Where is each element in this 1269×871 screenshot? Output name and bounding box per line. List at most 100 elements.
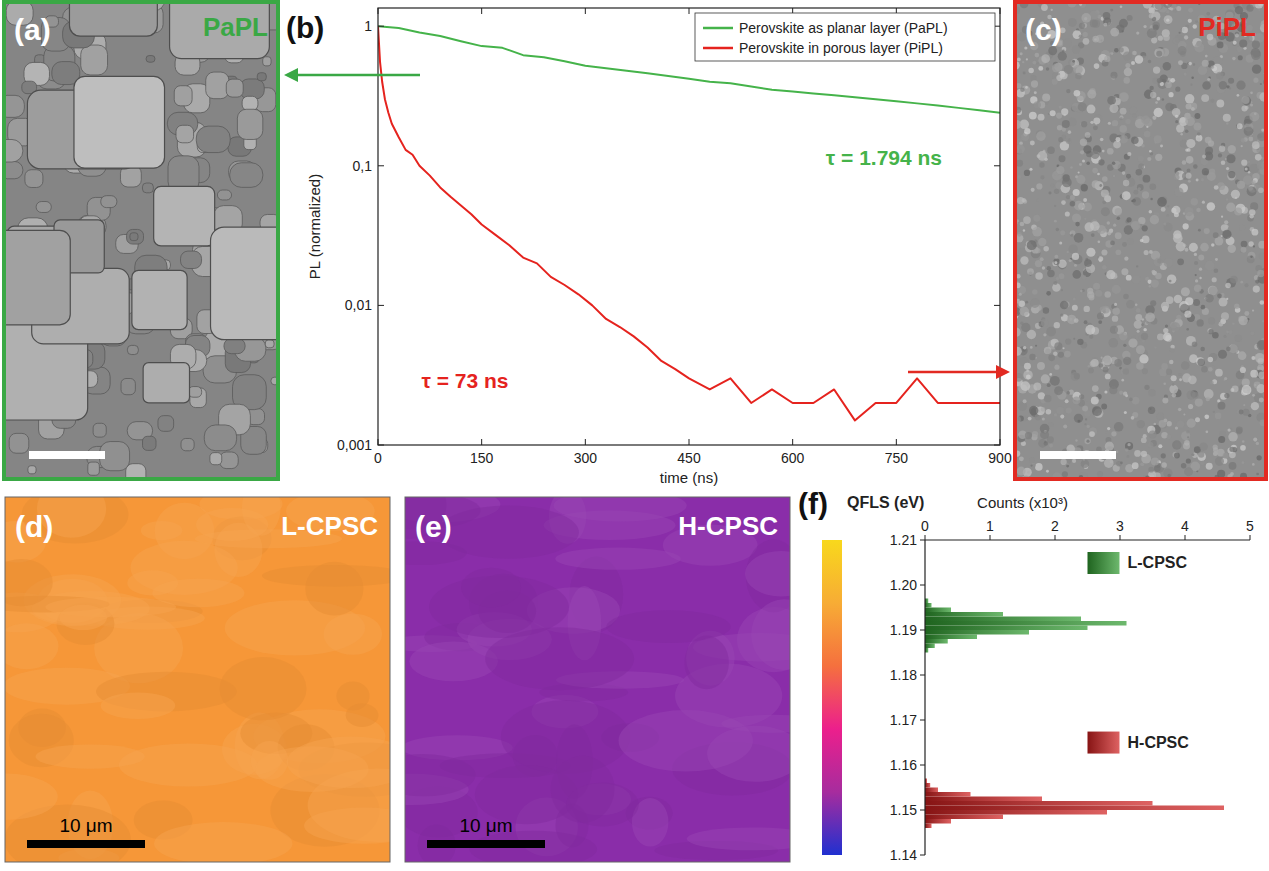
sem-grain — [1217, 42, 1224, 49]
sem-grain — [1081, 13, 1091, 23]
sem-grain — [1178, 408, 1182, 412]
sem-grain — [1094, 63, 1100, 69]
sem-grain — [1192, 392, 1199, 399]
sem-grain — [1082, 406, 1088, 412]
scale-bar — [1040, 451, 1116, 459]
legend-swatch — [703, 27, 733, 30]
sem-grain — [1049, 373, 1052, 376]
sem-grain — [1091, 233, 1095, 237]
sem-grain — [1153, 66, 1160, 73]
sem-grain — [1066, 138, 1072, 144]
sem-grain — [1194, 261, 1198, 265]
sem-grain — [1095, 290, 1102, 297]
sem-grain — [1185, 148, 1188, 151]
sem-grain — [1166, 18, 1169, 21]
sem-grain — [211, 227, 278, 340]
sem-grain — [1204, 228, 1210, 234]
y-axis-title: QFLS (eV) — [847, 494, 924, 511]
sem-grain — [1215, 413, 1222, 420]
sem-grain — [1208, 286, 1218, 296]
scale-bar — [27, 840, 145, 848]
sem-grain — [1074, 414, 1083, 423]
sem-grain — [1121, 368, 1128, 375]
sem-grain — [1173, 234, 1183, 244]
sem-grain — [1131, 137, 1138, 144]
sem-grain — [1110, 9, 1113, 12]
sem-grain — [1181, 287, 1190, 296]
sem-grain — [1090, 121, 1093, 124]
sem-grain — [1054, 255, 1058, 259]
sem-grain — [1044, 395, 1052, 403]
hist-bar — [925, 819, 951, 824]
sem-grain — [1044, 441, 1049, 446]
sem-grain — [1050, 110, 1056, 116]
sem-grain — [1201, 94, 1209, 102]
sem-grain — [1032, 227, 1042, 237]
sem-grain — [1065, 338, 1071, 344]
arrow-head — [996, 365, 1010, 379]
sem-grain — [1141, 116, 1150, 125]
sem-grain — [1241, 105, 1247, 111]
sem-grain — [1253, 78, 1258, 83]
sem-grain — [1063, 39, 1072, 48]
sem-grain — [1102, 176, 1108, 182]
sem-grain — [1188, 8, 1193, 13]
sem-grain — [1251, 229, 1258, 236]
sem-grain — [1254, 384, 1256, 386]
scale-bar-label: 10 μm — [459, 815, 512, 836]
sem-grain — [1205, 137, 1212, 144]
sem-grain — [1236, 81, 1245, 90]
sem-grain — [1081, 121, 1087, 127]
sem-grain — [1252, 463, 1255, 466]
sem-grain — [1241, 160, 1247, 166]
sem-grain — [1127, 443, 1130, 446]
sem-grain — [1084, 259, 1092, 267]
sem-grain — [1199, 442, 1207, 450]
sem-grain — [1228, 432, 1238, 442]
sem-grain — [1048, 113, 1050, 115]
sem-grain — [1147, 157, 1151, 161]
plot-frame — [378, 8, 1000, 445]
sem-grain — [1151, 279, 1159, 287]
sem-grain — [1046, 327, 1056, 337]
sem-grain — [1111, 72, 1118, 79]
sem-grain — [1151, 270, 1155, 274]
sem-grain — [1257, 162, 1265, 170]
y-tick-label: 1.18 — [890, 667, 917, 683]
sem-grain — [1149, 86, 1153, 90]
sem-grain — [1075, 222, 1080, 227]
sem-grain — [1174, 212, 1179, 217]
sem-grain — [1062, 178, 1072, 188]
sem-grain — [1240, 445, 1246, 451]
sem-grain — [1097, 173, 1100, 176]
x-tick-label: 1 — [986, 518, 994, 534]
sem-grain — [1148, 467, 1154, 473]
sem-grain — [9, 433, 29, 453]
sem-grain — [1142, 318, 1144, 320]
sem-grain — [1166, 10, 1169, 13]
sem-grain — [1053, 351, 1058, 356]
sem-grain — [1196, 137, 1200, 141]
sem-grain — [1112, 161, 1121, 170]
sem-grain — [210, 453, 222, 465]
sem-grain — [1029, 168, 1032, 171]
sem-grain — [1042, 266, 1045, 269]
sem-grain — [1070, 232, 1072, 234]
sem-grain — [1224, 377, 1227, 380]
sem-grain — [1205, 261, 1215, 271]
sem-grain — [1220, 235, 1222, 237]
sem-grain — [1188, 62, 1192, 66]
sem-grain — [1099, 363, 1103, 367]
hist-bar — [925, 603, 932, 608]
sem-grain — [1149, 430, 1157, 438]
sem-grain — [1075, 439, 1077, 441]
y-tick-label: 1.20 — [890, 577, 917, 593]
sem-grain — [1173, 38, 1180, 45]
y-tick — [378, 445, 384, 446]
sem-grain — [1119, 125, 1127, 133]
sem-grain — [1197, 358, 1205, 366]
panel-title: L-CPSC — [281, 511, 378, 541]
sem-grain — [1112, 206, 1122, 216]
sem-grain — [1198, 66, 1208, 76]
sem-grain — [1200, 243, 1209, 252]
